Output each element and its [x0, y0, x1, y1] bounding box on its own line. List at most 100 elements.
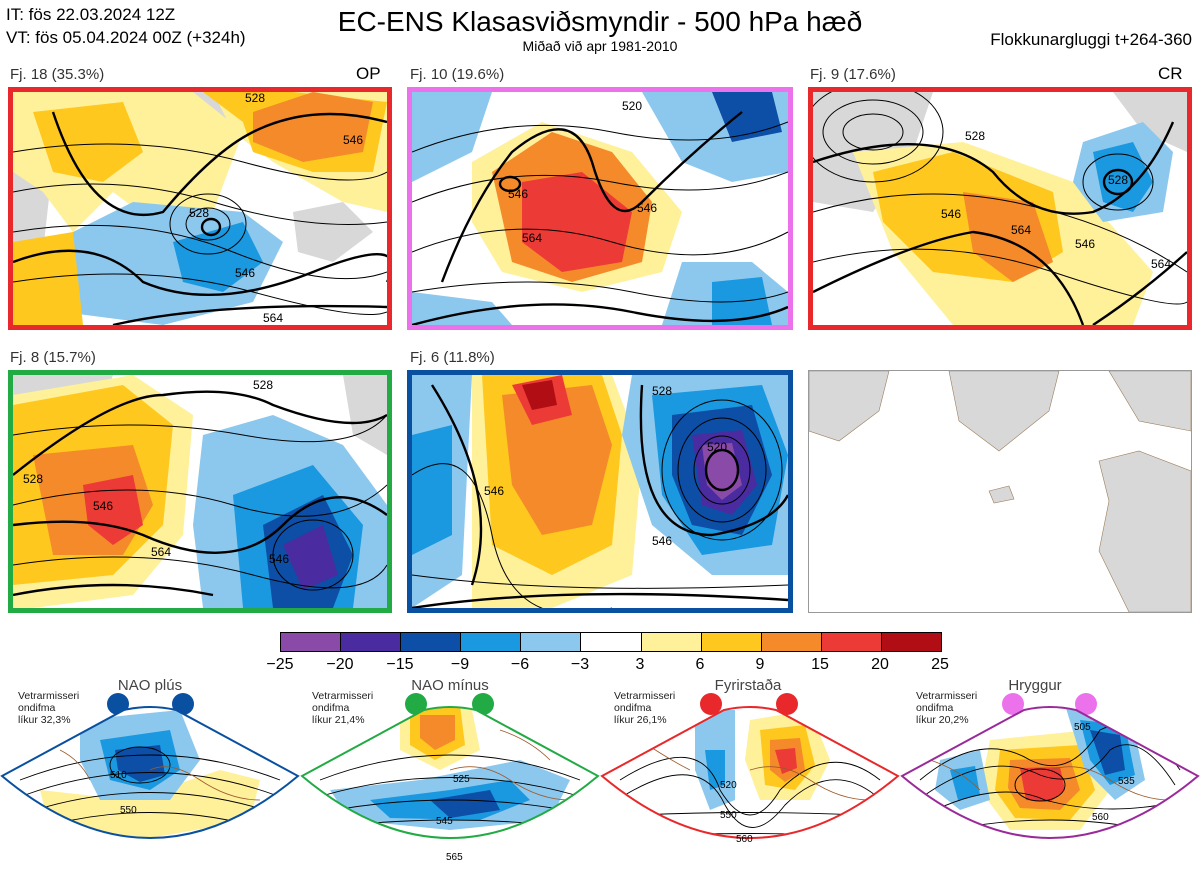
contour-label: 528	[965, 129, 985, 143]
colorbar-label: −25	[266, 656, 294, 673]
contour-label: 528	[189, 206, 209, 220]
regime-1-map: 510 550	[0, 706, 300, 839]
contour-label: 546	[652, 534, 672, 548]
contour-label: 535	[1118, 776, 1135, 787]
colorbar-label: 3	[635, 656, 645, 673]
contour-label: 528	[1108, 173, 1128, 187]
regime-2-dot	[472, 693, 494, 715]
regime-3-dot	[776, 693, 798, 715]
contour-label: 546	[637, 201, 657, 215]
colorbar-swatch	[641, 633, 702, 651]
contour-label: 520	[622, 99, 642, 113]
contour-label: 546	[484, 484, 504, 498]
contour-label: 528	[23, 472, 43, 486]
cluster-3-tag: CR	[1158, 64, 1183, 83]
regime-4-name: Hryggur	[1008, 677, 1062, 694]
contour-label: 510	[110, 770, 127, 781]
regime-info-line: ondifma	[614, 702, 652, 714]
cluster-2-map: 520 546 546 564	[407, 87, 793, 330]
contour-label: 546	[343, 133, 363, 147]
colorbar-swatch	[341, 633, 402, 651]
colorbar-swatch	[521, 633, 582, 651]
contour-label: 525	[453, 774, 470, 785]
regime-3-name: Fyrirstaða	[714, 677, 782, 694]
cluster-1-tag: OP	[356, 64, 381, 83]
regime-3-dot	[700, 693, 722, 715]
colorbar-swatch	[881, 633, 942, 651]
contour-label: 550	[120, 805, 137, 816]
cluster-4-map: 528 546 564 546 528	[8, 370, 392, 613]
regime-1-dot	[172, 693, 194, 715]
page-subtitle: Miðað við apr 1981-2010	[522, 38, 678, 54]
colorbar-label: 20	[871, 656, 889, 673]
colorbar-swatch	[581, 633, 642, 651]
contour-label: 505	[1074, 722, 1091, 733]
colorbar-label: −15	[386, 656, 414, 673]
contour-label: 545	[436, 816, 453, 827]
contour-label: 564	[522, 231, 542, 245]
colorbar-label: 15	[811, 656, 829, 673]
regime-info-line: líkur 26,1%	[614, 714, 667, 726]
contour-label: 546	[1075, 237, 1095, 251]
page-title: EC-ENS Klasasviðsmyndir - 500 hPa hæð	[337, 6, 863, 37]
regime-info-line: Vetrarmisseri	[916, 690, 978, 702]
colorbar-label: −20	[326, 656, 354, 673]
regime-3-info: Vetrarmisseri ondifma líkur 26,1%	[614, 690, 675, 726]
regime-4-info: Vetrarmisseri ondifma líkur 20,2%	[916, 690, 977, 726]
contour-label: 520	[720, 780, 737, 791]
regime-info-line: Vetrarmisseri	[614, 690, 676, 702]
init-time: IT: fös 22.03.2024 12Z	[6, 5, 176, 24]
regime-2-name: NAO mínus	[411, 677, 489, 694]
colorbar-label: −9	[450, 656, 470, 673]
colorbar-swatch	[701, 633, 762, 651]
regime-1-name: NAO plús	[117, 677, 183, 694]
contour-label: 546	[93, 499, 113, 513]
contour-label: 528	[652, 384, 672, 398]
regime-info-line: ondifma	[18, 702, 56, 714]
contour-label: 564	[1151, 257, 1171, 271]
contour-label: 520	[707, 440, 727, 454]
colorbar-swatch	[461, 633, 522, 651]
contour-label: 560	[736, 834, 753, 845]
contour-label: 546	[941, 207, 961, 221]
contour-label: 546	[508, 187, 528, 201]
contour-label: 564	[263, 311, 283, 325]
regime-info-line: líkur 21,4%	[312, 714, 365, 726]
regime-4-dot	[1002, 693, 1024, 715]
contour-label: 550	[720, 810, 737, 821]
regime-info-line: Vetrarmisseri	[18, 690, 80, 702]
cluster-window-label: Flokkunargluggi t+264-360	[990, 30, 1192, 49]
contour-label: 546	[269, 552, 289, 566]
regime-4-map: 505 535 560	[900, 706, 1200, 839]
colorbar-label: 9	[755, 656, 765, 673]
regime-info-line: ondifma	[916, 702, 954, 714]
contour-label: 528	[253, 378, 273, 392]
basemap-panel	[808, 370, 1192, 613]
colorbar-swatch	[821, 633, 882, 651]
valid-time: VT: fös 05.04.2024 00Z (+324h)	[6, 28, 246, 47]
cluster-2-label: Fj. 10 (19.6%)	[410, 66, 505, 83]
regime-info-line: líkur 32,3%	[18, 714, 71, 726]
regime-4-dot	[1075, 693, 1097, 715]
contour-label: 528	[245, 92, 265, 105]
colorbar-label: −3	[570, 656, 590, 673]
colorbar-label: 6	[695, 656, 705, 673]
regime-2-dot	[405, 693, 427, 715]
contour-label: 546	[235, 266, 255, 280]
cluster-1-map: 528 546 528 546 564	[8, 87, 392, 330]
colorbar-label: 25	[931, 656, 949, 673]
colorbar-label: −6	[510, 656, 530, 673]
regime-info-line: líkur 20,2%	[916, 714, 969, 726]
cluster-4-label: Fj. 8 (15.7%)	[10, 349, 96, 366]
regime-info-line: ondifma	[312, 702, 350, 714]
regime-1-info: Vetrarmisseri ondifma líkur 32,3%	[18, 690, 79, 726]
cluster-3-label: Fj. 9 (17.6%)	[810, 66, 896, 83]
contour-label: 565	[446, 852, 463, 863]
colorbar-swatch	[761, 633, 822, 651]
cluster-5-map: 520 546 528 546	[407, 370, 793, 613]
colorbar-swatch	[401, 633, 462, 651]
contour-label: 564	[1011, 223, 1031, 237]
colorbar	[280, 632, 942, 652]
regime-2-info: Vetrarmisseri ondifma líkur 21,4%	[312, 690, 373, 726]
cluster-1-label: Fj. 18 (35.3%)	[10, 66, 105, 83]
